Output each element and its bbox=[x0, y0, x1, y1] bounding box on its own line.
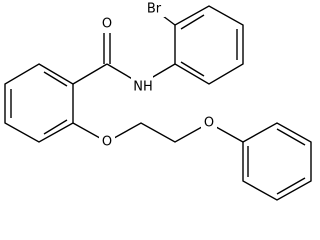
atom-label: O bbox=[102, 135, 112, 150]
page: O NH Br O O (() => { const data = JSON.p… bbox=[4, 1, 312, 201]
double-bond bbox=[180, 14, 205, 30]
benzene-ring bbox=[242, 122, 312, 201]
double-bond bbox=[43, 71, 68, 87]
double-bond bbox=[180, 61, 205, 77]
label-bg bbox=[99, 15, 115, 33]
label-bg bbox=[99, 134, 115, 151]
double-bond bbox=[276, 128, 306, 146]
chain bbox=[72, 122, 244, 143]
atom-label: Br bbox=[147, 2, 162, 17]
benzene-ring bbox=[174, 5, 244, 85]
double-bond bbox=[276, 177, 306, 195]
label-bg bbox=[143, 1, 165, 17]
bond bbox=[72, 63, 108, 85]
atom-label: O bbox=[102, 17, 112, 32]
double-bond bbox=[43, 119, 68, 135]
label-bg bbox=[201, 115, 217, 132]
benzene-ring bbox=[4, 63, 74, 143]
atom-label: NH bbox=[133, 80, 153, 95]
atom-label: O bbox=[204, 116, 214, 131]
molecule: O NH Br O O bbox=[4, 1, 312, 201]
label-bg bbox=[131, 76, 153, 94]
